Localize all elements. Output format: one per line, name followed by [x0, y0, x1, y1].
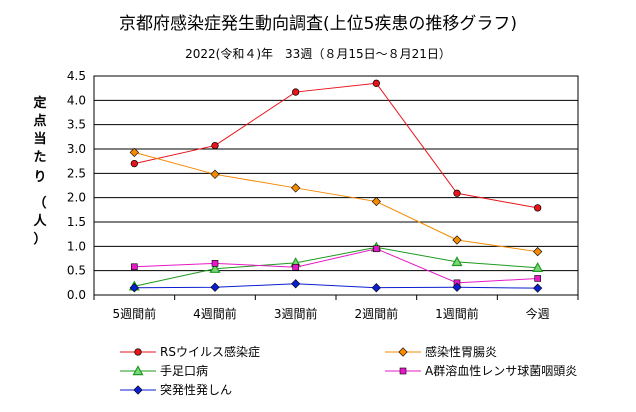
legend-marker [132, 365, 144, 376]
data-point [371, 283, 381, 293]
series-5 [129, 279, 543, 293]
data-point [291, 183, 301, 193]
series-line [134, 246, 538, 287]
y-tick-label: 4.5 [67, 69, 86, 83]
y-axis-label-char: た [33, 150, 46, 165]
y-tick-label: 1.0 [67, 239, 86, 253]
x-tick-label: 4週間前 [193, 306, 237, 321]
data-point [292, 88, 300, 96]
data-point [452, 282, 462, 292]
plot-area: 0.0 0.5 1.0 1.5 2.0 2.5 3.0 3.5 4.0 4.5 5週間前 4週間前 3週… [67, 69, 579, 321]
x-tick-label: 3週間前 [274, 306, 318, 321]
y-axis-label-char: ） [33, 231, 46, 247]
legend-label: 感染性胃腸炎 [425, 344, 497, 359]
legend-label: 突発性発しん [160, 382, 232, 397]
series-line [134, 82, 538, 209]
data-point [532, 262, 544, 272]
x-tick-label: 今週 [526, 306, 550, 321]
data-point [451, 256, 463, 267]
data-point [453, 189, 461, 197]
legend-marker [399, 367, 407, 375]
data-point [211, 260, 219, 267]
legend-item: 感染性胃腸炎 [385, 344, 497, 359]
y-axis-label-char: り [33, 170, 46, 185]
chart-subtitle: 2022(令和４)年 33週（８月15日～８月21日） [185, 46, 451, 61]
y-tick-label: 4.0 [67, 93, 86, 107]
series-1 [130, 79, 542, 212]
legend-item: A群溶血性レンサ球菌咽頭炎 [385, 363, 577, 378]
series-4 [131, 245, 541, 287]
y-tick-label: 1.5 [67, 215, 86, 229]
legend-label: A群溶血性レンサ球菌咽頭炎 [425, 363, 577, 378]
y-tick-label: 3.0 [67, 142, 86, 156]
y-axis-label-char: 点 [33, 113, 46, 129]
y-axis-label-char: （ [33, 195, 46, 211]
data-point [209, 262, 221, 273]
series-line [134, 151, 538, 253]
series-line [134, 248, 538, 284]
legend-label: RSウイルス感染症 [160, 344, 260, 359]
data-point [210, 282, 220, 292]
plot-frame [93, 75, 579, 296]
y-tick-label: 0.0 [67, 288, 86, 302]
data-point [131, 263, 138, 271]
series-line [134, 283, 538, 289]
legend-item: 手足口病 [120, 363, 208, 378]
data-point [533, 283, 543, 293]
data-point [452, 235, 462, 245]
legend-label: 手足口病 [160, 363, 208, 378]
data-point [210, 169, 220, 179]
y-tick-label: 3.5 [67, 118, 86, 132]
data-point [534, 275, 541, 282]
data-point [534, 204, 542, 212]
data-point [291, 279, 301, 289]
x-tick-label: 1週間前 [435, 306, 479, 321]
y-axis-label-char: 定 [32, 95, 46, 111]
legend-marker [134, 348, 142, 356]
data-point [533, 247, 543, 257]
data-point [211, 141, 219, 150]
x-tick-label: 5週間前 [113, 306, 157, 321]
y-axis-label-char: 当 [33, 131, 46, 147]
x-tick-label: 2週間前 [355, 306, 399, 321]
data-point [129, 283, 139, 293]
legend-item: 突発性発しん [120, 382, 232, 397]
y-tick-label: 0.5 [67, 264, 86, 278]
data-point [292, 263, 299, 271]
series-3 [128, 241, 544, 291]
series-2 [129, 147, 543, 257]
data-point [129, 147, 139, 158]
chart-title: 京都府感染症発生動向調査(上位5疾患の推移グラフ) [119, 14, 517, 34]
legend-item: RSウイルス感染症 [120, 344, 260, 359]
legend-marker [398, 347, 408, 357]
data-point [371, 196, 381, 207]
y-tick-label: 2.0 [67, 191, 86, 205]
y-tick-label: 2.5 [67, 166, 86, 180]
data-point [130, 159, 138, 168]
legend-marker [133, 385, 143, 395]
data-point [372, 79, 380, 87]
y-axis-label-char: 人 [33, 213, 47, 229]
data-point [373, 245, 380, 253]
